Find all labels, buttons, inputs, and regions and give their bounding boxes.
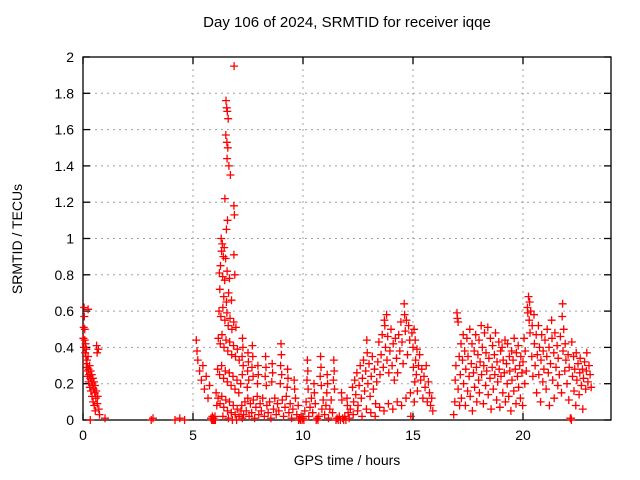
y-tick-label: 1.6 — [55, 122, 75, 138]
y-tick-label: 0.4 — [55, 339, 75, 355]
y-tick-label: 0.6 — [55, 303, 75, 319]
y-tick-label: 0 — [66, 412, 74, 428]
y-tick-label: 1.4 — [55, 158, 75, 174]
y-tick-label: 0.2 — [55, 376, 75, 392]
x-tick-label: 15 — [405, 427, 421, 443]
y-tick-label: 0.8 — [55, 267, 75, 283]
x-tick-label: 0 — [79, 427, 87, 443]
x-tick-label: 20 — [515, 427, 531, 443]
chart-title: Day 106 of 2024, SRMTID for receiver iqq… — [203, 14, 491, 31]
y-tick-label: 1 — [66, 231, 74, 247]
y-tick-label: 1.8 — [55, 85, 75, 101]
x-axis-label: GPS time / hours — [293, 452, 401, 468]
y-tick-label: 2 — [66, 49, 74, 65]
x-tick-label: 10 — [295, 427, 311, 443]
y-axis-label: SRMTID / TECUs — [9, 183, 25, 295]
scatter-points — [79, 62, 596, 424]
x-tick-label: 5 — [189, 427, 197, 443]
y-tick-label: 1.2 — [55, 194, 75, 210]
